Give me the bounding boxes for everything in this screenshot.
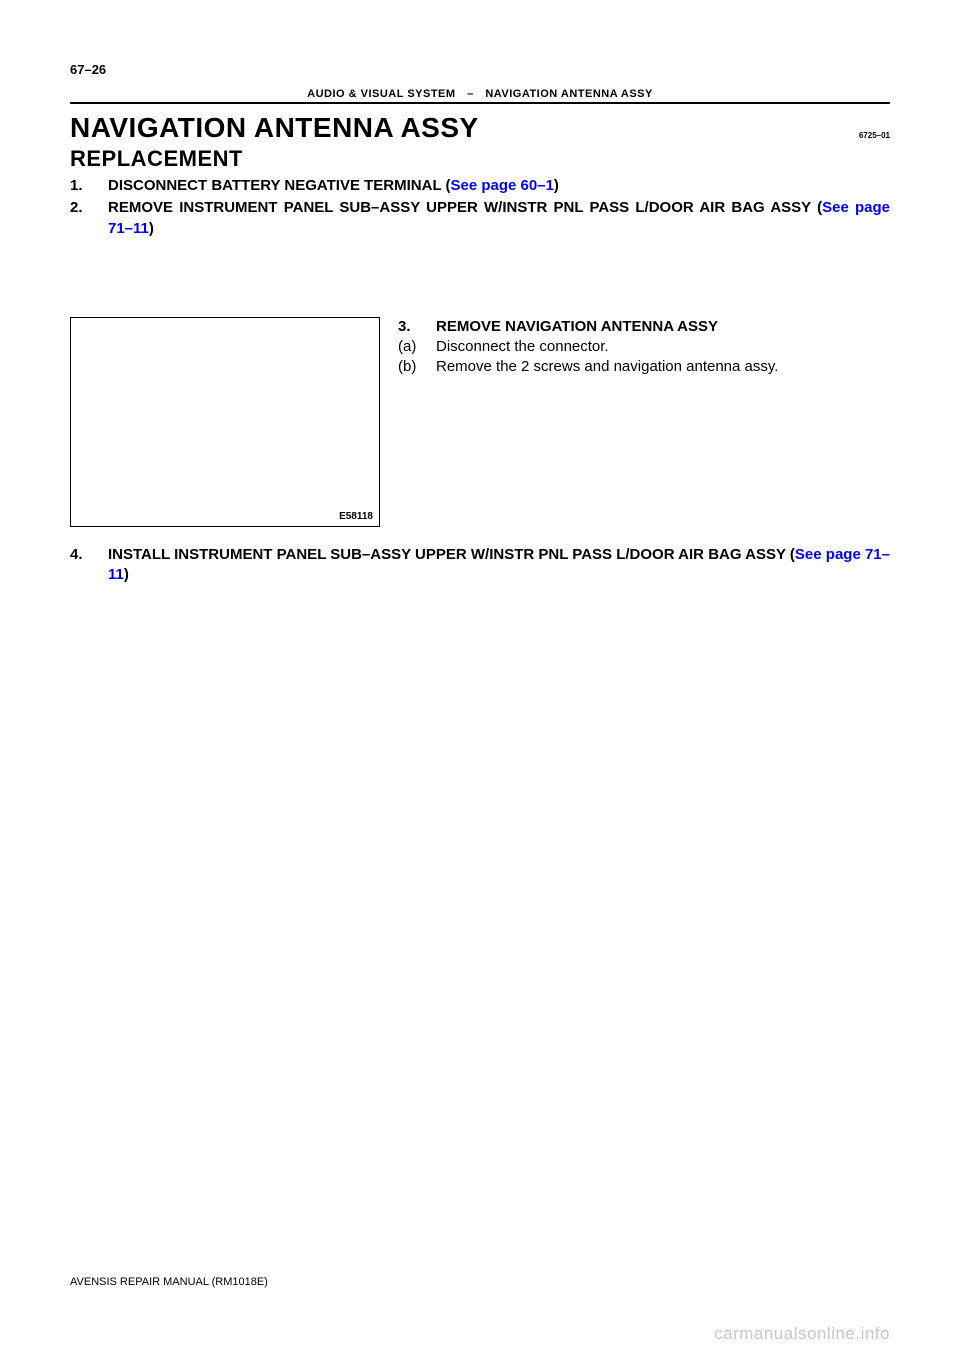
main-title: NAVIGATION ANTENNA ASSY xyxy=(70,112,479,144)
figure-row: E58118 3. REMOVE NAVIGATION ANTENNA ASSY… xyxy=(70,317,890,527)
watermark: carmanualsonline.info xyxy=(714,1324,890,1344)
step-body: INSTALL INSTRUMENT PANEL SUB–ASSY UPPER … xyxy=(108,545,890,586)
sub-title: REPLACEMENT xyxy=(70,146,890,172)
step-3a: (a) Disconnect the connector. xyxy=(398,337,890,357)
substep-text: Disconnect the connector. xyxy=(436,337,609,357)
step-3b: (b) Remove the 2 screws and navigation a… xyxy=(398,357,890,377)
step-4: 4. INSTALL INSTRUMENT PANEL SUB–ASSY UPP… xyxy=(70,545,890,586)
step-number: 2. xyxy=(70,198,108,239)
document-page: 67–26 AUDIO & VISUAL SYSTEM – NAVIGATION… xyxy=(0,0,960,1358)
step-text-post: ) xyxy=(124,566,129,583)
step-text-pre: REMOVE INSTRUMENT PANEL SUB–ASSY UPPER W… xyxy=(108,199,822,216)
page-number: 67–26 xyxy=(70,62,106,77)
figure-caption: E58118 xyxy=(339,511,373,522)
step-number: 3. xyxy=(398,317,436,337)
substep-text: Remove the 2 screws and navigation anten… xyxy=(436,357,778,377)
step-text-post: ) xyxy=(149,220,154,237)
step-text: REMOVE NAVIGATION ANTENNA ASSY xyxy=(436,317,718,337)
step-3: 3. REMOVE NAVIGATION ANTENNA ASSY xyxy=(398,317,890,337)
step-text-post: ) xyxy=(554,177,559,194)
page-link[interactable]: See page 60–1 xyxy=(451,177,554,194)
figure-placeholder: E58118 xyxy=(70,317,380,527)
step-text-pre: INSTALL INSTRUMENT PANEL SUB–ASSY UPPER … xyxy=(108,546,795,563)
step-list: 1. DISCONNECT BATTERY NEGATIVE TERMINAL … xyxy=(70,176,890,239)
step-1: 1. DISCONNECT BATTERY NEGATIVE TERMINAL … xyxy=(70,176,890,196)
step-number: 4. xyxy=(70,545,108,586)
doc-id: 6725–01 xyxy=(859,131,890,140)
step-body: REMOVE INSTRUMENT PANEL SUB–ASSY UPPER W… xyxy=(108,198,890,239)
step-body: DISCONNECT BATTERY NEGATIVE TERMINAL (Se… xyxy=(108,176,890,196)
step-number: 1. xyxy=(70,176,108,196)
substep-number: (a) xyxy=(398,337,436,357)
header-left: AUDIO & VISUAL SYSTEM xyxy=(307,88,455,100)
substep-number: (b) xyxy=(398,357,436,377)
title-row: NAVIGATION ANTENNA ASSY 6725–01 xyxy=(70,104,890,144)
header-right: NAVIGATION ANTENNA ASSY xyxy=(485,88,653,100)
step-text-pre: DISCONNECT BATTERY NEGATIVE TERMINAL ( xyxy=(108,177,451,194)
footer-manual-ref: AVENSIS REPAIR MANUAL (RM1018E) xyxy=(70,1276,268,1288)
step-2: 2. REMOVE INSTRUMENT PANEL SUB–ASSY UPPE… xyxy=(70,198,890,239)
figure-side-text: 3. REMOVE NAVIGATION ANTENNA ASSY (a) Di… xyxy=(398,317,890,527)
header-dash: – xyxy=(467,88,474,100)
section-header: AUDIO & VISUAL SYSTEM – NAVIGATION ANTEN… xyxy=(70,88,890,104)
step-list-2: 4. INSTALL INSTRUMENT PANEL SUB–ASSY UPP… xyxy=(70,545,890,586)
